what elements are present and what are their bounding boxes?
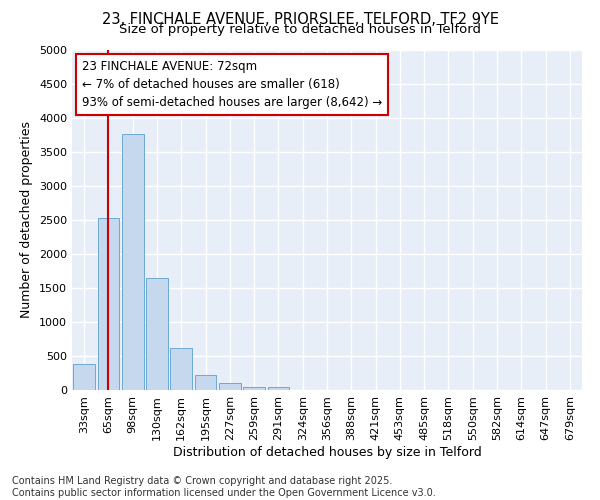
Text: 23 FINCHALE AVENUE: 72sqm
← 7% of detached houses are smaller (618)
93% of semi-: 23 FINCHALE AVENUE: 72sqm ← 7% of detach…: [82, 60, 382, 109]
Text: 23, FINCHALE AVENUE, PRIORSLEE, TELFORD, TF2 9YE: 23, FINCHALE AVENUE, PRIORSLEE, TELFORD,…: [101, 12, 499, 28]
Bar: [170, 348, 192, 390]
Text: Contains HM Land Registry data © Crown copyright and database right 2025.
Contai: Contains HM Land Registry data © Crown c…: [12, 476, 436, 498]
Y-axis label: Number of detached properties: Number of detached properties: [20, 122, 34, 318]
Bar: [122, 134, 143, 390]
Bar: [219, 383, 241, 390]
Bar: [146, 278, 168, 390]
Text: Size of property relative to detached houses in Telford: Size of property relative to detached ho…: [119, 22, 481, 36]
Bar: [73, 364, 95, 390]
Bar: [97, 218, 119, 390]
Bar: [243, 387, 265, 390]
X-axis label: Distribution of detached houses by size in Telford: Distribution of detached houses by size …: [173, 446, 481, 458]
Bar: [268, 386, 289, 390]
Bar: [194, 375, 217, 390]
